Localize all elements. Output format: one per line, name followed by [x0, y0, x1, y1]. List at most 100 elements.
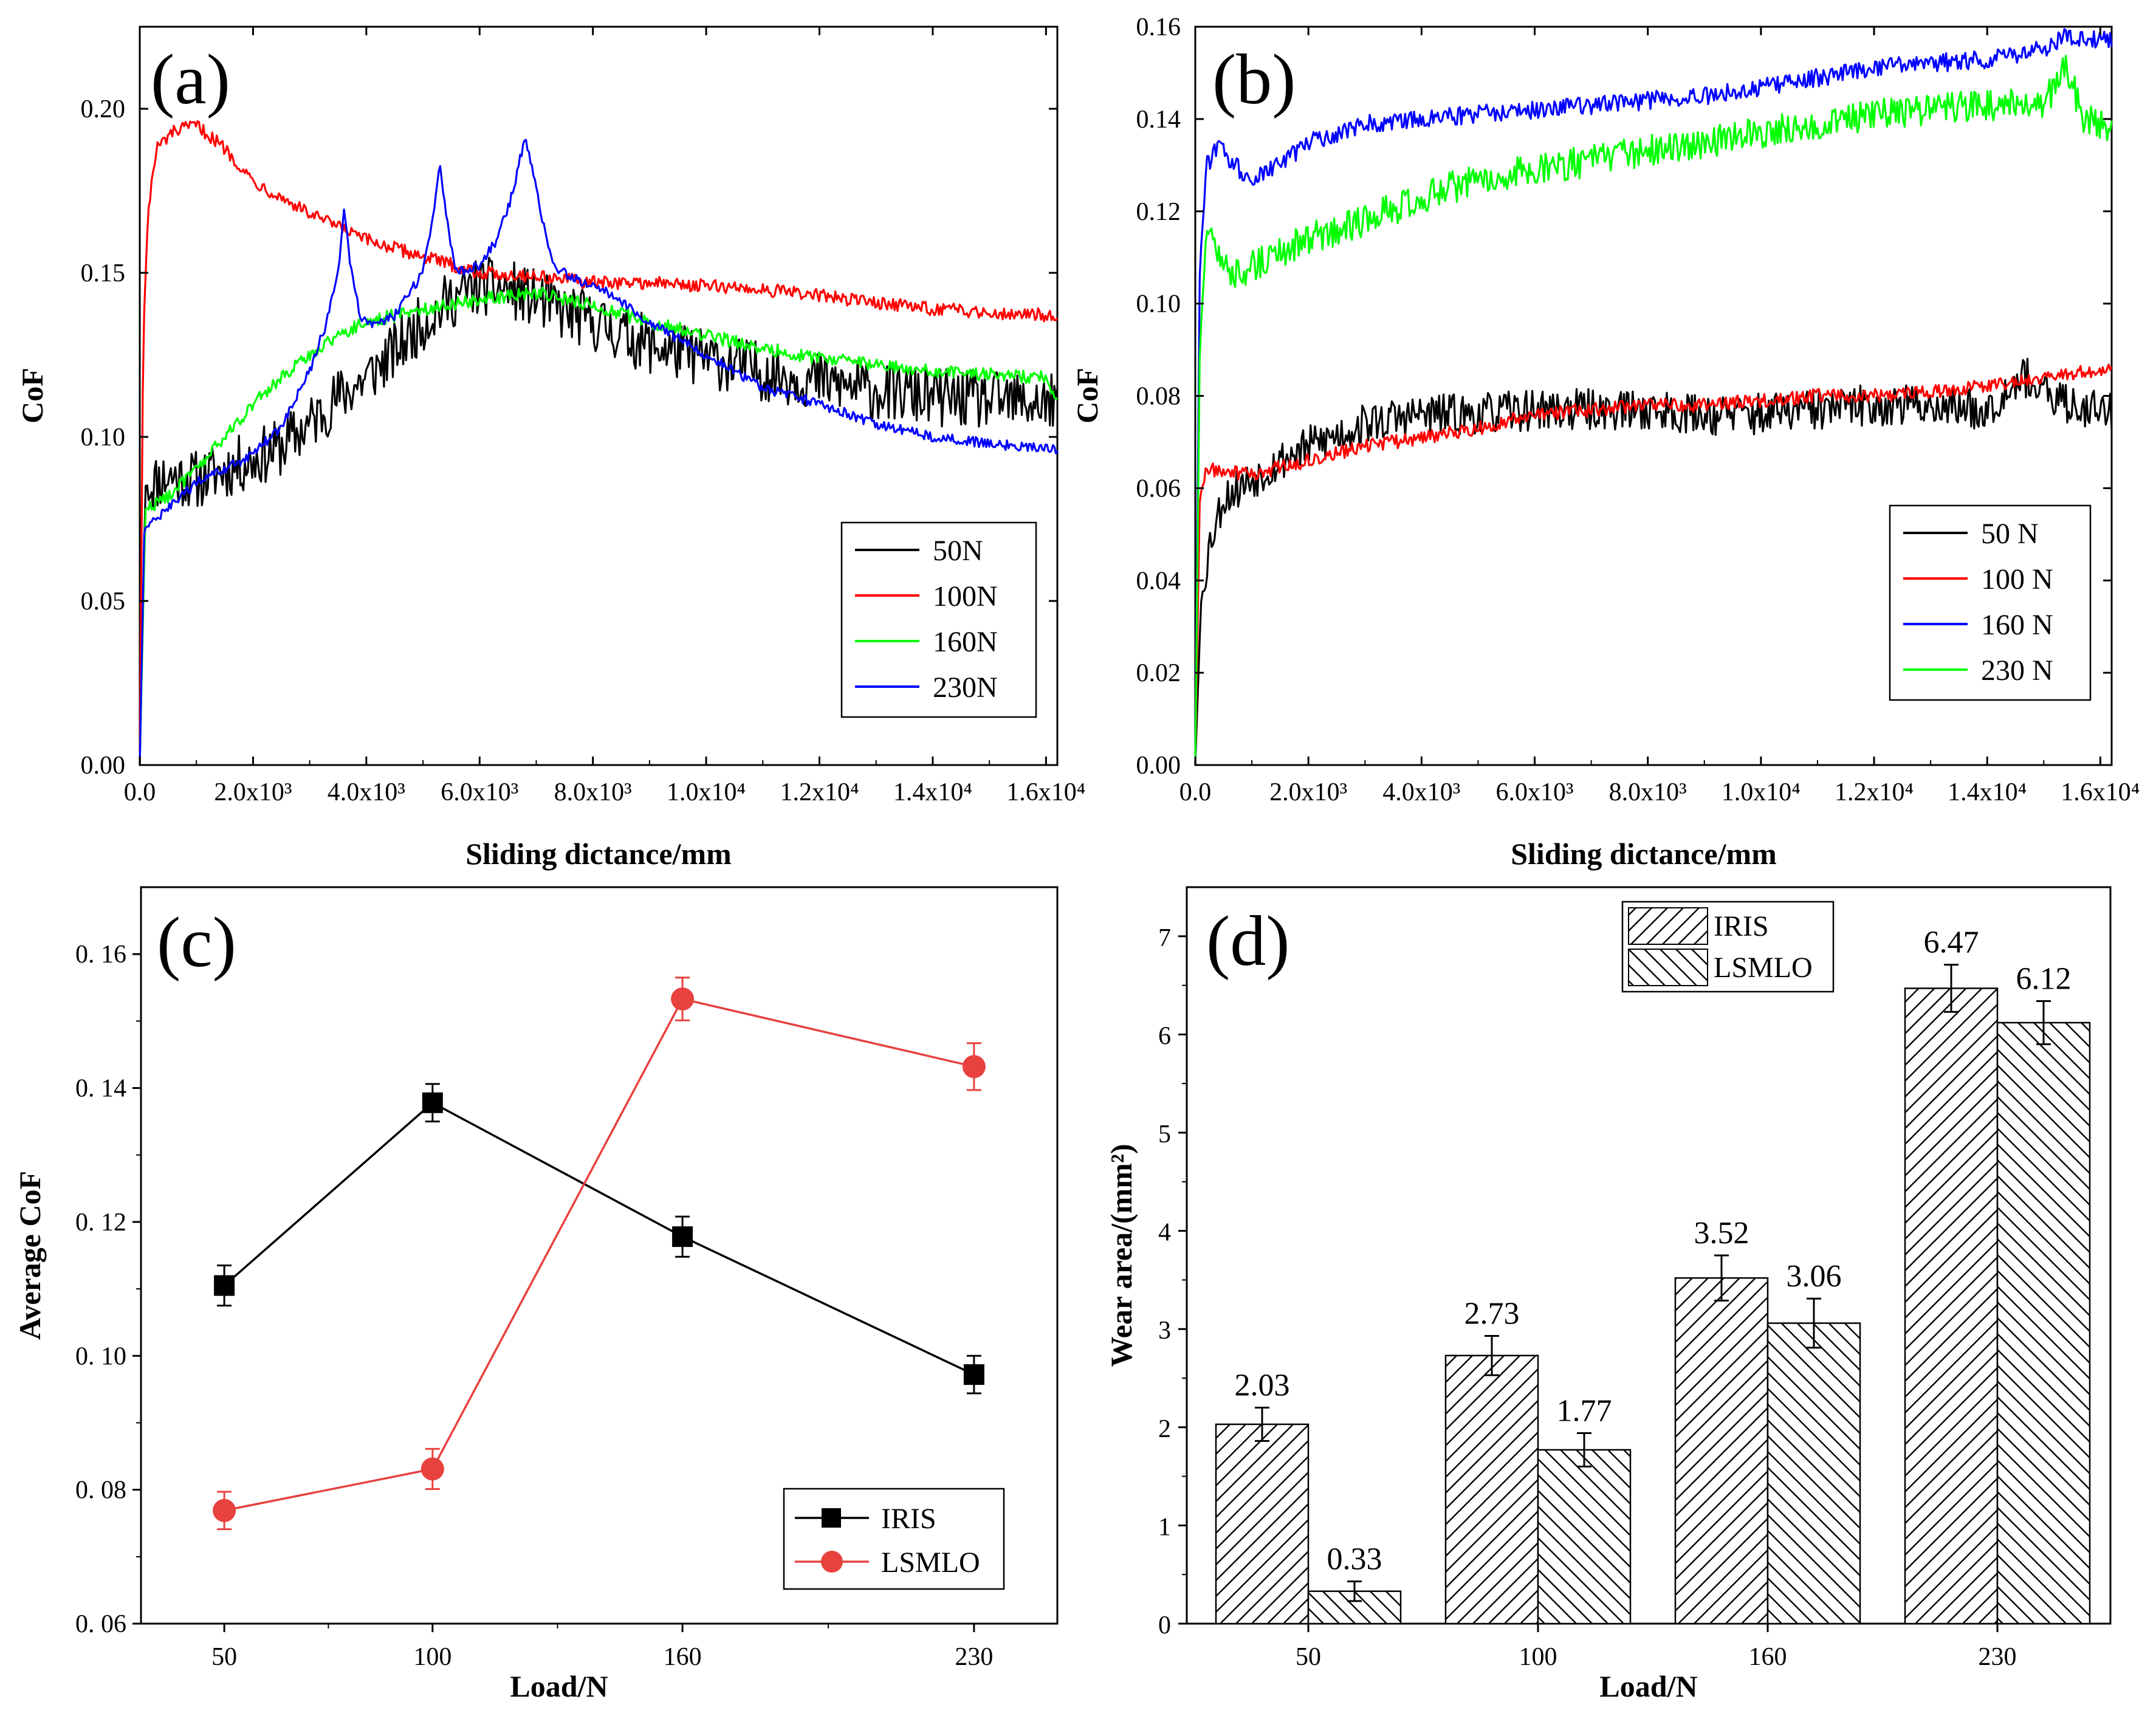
panel-label-a: (a): [151, 39, 230, 119]
y-tick-label: 0. 06: [75, 1610, 126, 1638]
series-line-230n: [1194, 55, 2113, 766]
y-axis-label-d: Wear area/(mm²): [1104, 1144, 1138, 1367]
x-tick-label: 1.2x10⁴: [780, 778, 859, 806]
y-tick-label: 0: [1158, 1611, 1171, 1639]
y-tick-label: 0.20: [81, 95, 126, 123]
legend-box: [840, 521, 1037, 718]
x-tick-label: 0.0: [1179, 778, 1212, 806]
data-point-iris: [672, 1226, 693, 1248]
data-point-lsmlo: [213, 1498, 236, 1522]
legend-label: 230 N: [1981, 654, 2053, 687]
legend-label: 100 N: [1981, 563, 2053, 595]
x-axis-label-b: Sliding dictance/mm: [1511, 837, 1777, 871]
x-axis-label-a: Sliding dictance/mm: [465, 837, 732, 871]
bar-lsmlo: [1766, 1322, 1861, 1625]
legend-marker: [822, 1508, 841, 1528]
x-tick-label: 100: [413, 1643, 451, 1671]
series-line-100n: [139, 120, 1059, 766]
ticks-d: 0 1 2 3 4 5 6 7 50 100 160 230: [1158, 924, 2017, 1671]
legend-label: LSMLO: [1714, 952, 1813, 984]
bar-lsmlo: [1537, 1449, 1632, 1625]
y-tick-label: 0.02: [1136, 659, 1181, 687]
x-tick-label: 1.6x10⁴: [2061, 778, 2140, 806]
data-point-iris: [963, 1364, 984, 1385]
x-tick-label: 4.0x10³: [328, 778, 405, 806]
bars-d: 2.03 2.73 3.52 6.47 0.33 1.77 3.06 6.12: [1215, 925, 2091, 1625]
y-tick-label: 0.15: [81, 259, 126, 287]
x-tick-label: 230: [955, 1643, 993, 1671]
ticks-c: 50 100 160 230 0. 06 0. 08 0. 10 0. 12 0. 14 0. 1…: [75, 941, 993, 1671]
y-tick-label: 0. 16: [75, 941, 126, 969]
legend-label: 100N: [933, 580, 998, 613]
ticks-b: 0.0 2.0x10³ 4.0x10³ 6.0x10³ 8.0x10³ 1.0x10⁴ 1.…: [1136, 13, 2140, 806]
y-tick-label: 0.06: [1136, 475, 1181, 503]
data-point-lsmlo: [962, 1055, 986, 1079]
x-tick-label: 0.0: [124, 778, 156, 806]
x-tick-label: 6.0x10³: [441, 778, 518, 806]
series-line-100n: [1194, 363, 2113, 766]
x-tick-label: 2.0x10³: [1269, 778, 1347, 806]
legend-label: 50N: [933, 535, 983, 567]
bar-iris: [1444, 1354, 1539, 1625]
y-tick-label: 0.16: [1136, 13, 1181, 41]
panel-label-b: (b): [1212, 39, 1296, 119]
ticks-a: 0.0 2.0x10³ 4.0x10³ 6.0x10³ 8.0x10³ 1.0x10⁴ 1.…: [81, 27, 1085, 806]
bar-value-label: 6.12: [2016, 961, 2072, 996]
x-tick-label: 50: [1296, 1643, 1321, 1671]
y-tick-label: 4: [1158, 1219, 1171, 1247]
y-tick-label: 0.00: [1136, 752, 1181, 780]
legend-swatch: [1628, 949, 1708, 986]
series-line-lsmlo: [224, 997, 975, 1512]
x-tick-label: 8.0x10³: [1609, 778, 1687, 806]
x-tick-label: 4.0x10³: [1382, 778, 1460, 806]
plot-frame-a: [139, 26, 1059, 766]
legend-box: [1889, 504, 2092, 701]
bar-iris: [1674, 1277, 1769, 1625]
legend-label: 50 N: [1981, 518, 2039, 550]
chart-c: 50 100 160 230 0. 06 0. 08 0. 10 0. 12 0. 14 0. 1…: [13, 886, 1059, 1703]
legend-swatch: [1628, 907, 1708, 945]
plot-frame-c: [140, 886, 1059, 1625]
y-tick-label: 0.00: [81, 752, 126, 780]
bar-value-label: 1.77: [1557, 1393, 1612, 1428]
y-tick-label: 0.04: [1136, 567, 1181, 595]
y-tick-label: 6: [1158, 1022, 1171, 1050]
x-tick-label: 1.2x10⁴: [1835, 778, 1914, 806]
bar-iris: [1215, 1423, 1310, 1625]
y-axis-label-b: CoF: [1070, 368, 1104, 424]
series-lines-a: [139, 120, 1059, 766]
y-axis-label-a: CoF: [15, 368, 49, 424]
bar-value-label: 0.33: [1327, 1542, 1382, 1577]
bar-lsmlo: [1996, 1021, 2091, 1625]
y-tick-label: 0. 14: [75, 1075, 126, 1103]
x-tick-label: 1.0x10⁴: [1722, 778, 1801, 806]
y-tick-label: 0.12: [1136, 198, 1181, 226]
x-axis-label-c: Load/N: [510, 1669, 608, 1703]
x-tick-label: 1.6x10⁴: [1006, 778, 1085, 806]
x-tick-label: 100: [1519, 1643, 1557, 1671]
data-point-iris: [422, 1092, 443, 1113]
legend-d: IRIS LSMLO: [1621, 901, 1835, 993]
legend-marker: [821, 1551, 843, 1573]
series-line-50n: [1194, 357, 2113, 766]
y-tick-label: 0. 10: [75, 1342, 126, 1370]
bar-value-label: 3.52: [1694, 1216, 1749, 1251]
x-tick-label: 1.4x10⁴: [1948, 778, 2027, 806]
x-tick-label: 50: [211, 1643, 237, 1671]
bar-value-label: 3.06: [1787, 1259, 1842, 1294]
series-c: [213, 976, 986, 1531]
legend-c: IRIS LSMLO: [783, 1488, 1005, 1590]
legend-label: 230N: [933, 671, 998, 704]
y-tick-label: 2: [1158, 1415, 1171, 1443]
series-line-160n: [139, 286, 1058, 766]
x-tick-label: 160: [664, 1643, 702, 1671]
data-point-iris: [214, 1275, 235, 1296]
x-axis-label-d: Load/N: [1599, 1669, 1697, 1703]
series-line-iris: [223, 1101, 975, 1376]
y-tick-label: 0.10: [81, 424, 126, 451]
legend-b: 50 N 100 N 160 N 230 N: [1889, 504, 2092, 701]
data-point-lsmlo: [671, 987, 695, 1011]
bar-iris: [1904, 987, 1999, 1625]
legend-label: IRIS: [1714, 910, 1769, 942]
